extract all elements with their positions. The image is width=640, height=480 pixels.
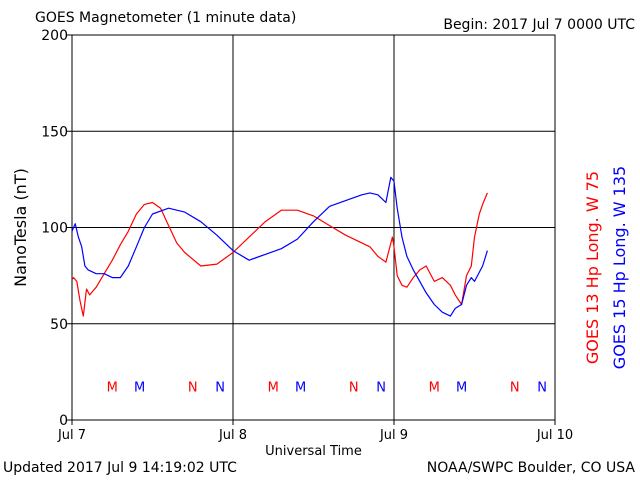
marker-n-goes15: N (537, 380, 547, 395)
y-tick-label: 100 (41, 221, 68, 237)
marker-m-goes15: M (295, 380, 306, 395)
y-axis-label: NanoTesla (nT) (11, 168, 30, 287)
marker-m-goes13: M (429, 380, 440, 395)
legend-entry-goes13: GOES 13 Hp Long. W 75 (583, 171, 602, 364)
x-axis-label: Universal Time (265, 444, 362, 459)
marker-n-goes13: N (510, 380, 520, 395)
x-tick-label: Jul 8 (218, 428, 247, 443)
marker-n-goes13: N (188, 380, 198, 395)
legend-entry-goes15: GOES 15 Hp Long. W 135 (610, 166, 629, 369)
x-tick-label: Jul 9 (379, 428, 408, 443)
y-tick-label: 50 (50, 317, 68, 333)
x-tick-label: Jul 10 (536, 428, 573, 443)
marker-m-goes15: M (456, 380, 467, 395)
marker-m-goes15: M (134, 380, 145, 395)
marker-m-goes13: M (107, 380, 118, 395)
marker-m-goes13: M (268, 380, 279, 395)
y-tick-label: 200 (41, 28, 68, 44)
footer-credit: NOAA/SWPC Boulder, CO USA (426, 460, 635, 476)
marker-n-goes15: N (215, 380, 225, 395)
begin-time: Begin: 2017 Jul 7 0000 UTC (443, 17, 635, 33)
marker-n-goes13: N (349, 380, 359, 395)
marker-n-goes15: N (376, 380, 386, 395)
x-tick-label: Jul 7 (57, 428, 86, 443)
y-tick-label: 150 (41, 124, 68, 140)
plot-title: GOES Magnetometer (1 minute data) (35, 10, 297, 26)
y-tick-label: 0 (59, 413, 68, 429)
series-line-goes15 (71, 176, 488, 317)
footer-updated: Updated 2017 Jul 9 14:19:02 UTC (3, 460, 237, 476)
series-line-goes13 (71, 192, 488, 317)
